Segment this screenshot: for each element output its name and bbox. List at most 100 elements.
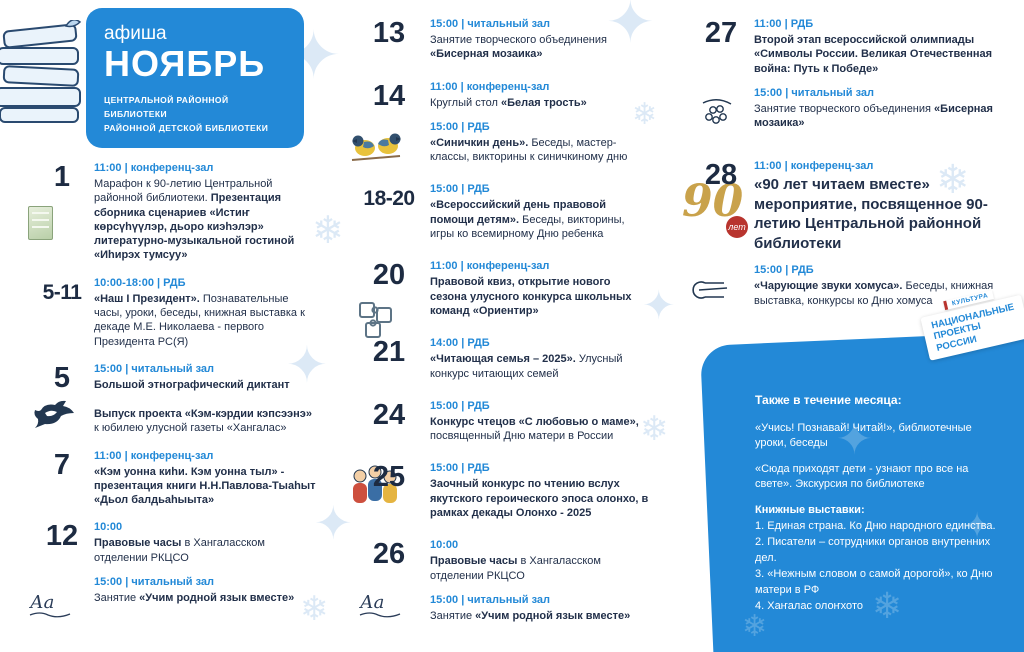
khomus-icon xyxy=(692,281,728,299)
event-entry: 10:00-18:00 | РДБ «Наш I Президент». Поз… xyxy=(94,277,316,349)
event-item: 18-20 15:00 | РДБ «Всероссийский день пр… xyxy=(348,183,650,241)
event-item: 26 10:00 Правовые часы в Хангаласском от… xyxy=(348,539,650,623)
event-item: 12 10:00 Правовые часы в Хангаласском от… xyxy=(30,521,316,605)
event-time-location: 11:00 | РДБ xyxy=(754,18,814,30)
snowflake-decor: ❄ xyxy=(742,610,768,643)
event-item: 1 11:00 | конференц-зал Марафон к 90-лет… xyxy=(30,162,316,263)
sparkle-decor: ✦ xyxy=(642,284,676,328)
poster-subtitle-1: ЦЕНТРАЛЬНОЙ РАЙОННОЙ БИБЛИОТЕКИ xyxy=(104,94,229,119)
event-description: «Синичкин день». Беседы, мастер-классы, … xyxy=(430,136,628,164)
event-entry: 15:00 | РДБ «Синичкин день». Беседы, мас… xyxy=(430,121,650,165)
snowflake-decor: ❄ xyxy=(300,590,329,628)
event-item: 24 15:00 | РДБ Конкурс чтецов «С любовью… xyxy=(348,400,650,444)
event-date: 25 xyxy=(372,461,406,494)
event-entry: 11:00 | конференц-зал «90 лет читаем вме… xyxy=(754,160,1020,253)
event-date: 5 xyxy=(53,361,71,394)
book-cover-thumbnail xyxy=(28,206,53,240)
children-icon xyxy=(353,465,397,503)
event-date: 21 xyxy=(372,336,406,369)
event-date: 14 xyxy=(372,79,406,112)
event-time-location: 10:00 xyxy=(430,539,459,552)
snowflake-decor: ❄ xyxy=(936,158,970,202)
event-time-location: 14:00 | РДБ xyxy=(430,337,490,350)
event-entry: 15:00 | читальный зал Занятие творческог… xyxy=(754,87,1020,131)
book-exhibitions-title: Книжные выставки: xyxy=(755,503,865,516)
event-entry: 15:00 | РДБ Заочный конкурс по чтению вс… xyxy=(430,462,650,520)
event-description: «Читающая семья – 2025». Улусный конкурс… xyxy=(430,353,623,380)
event-date: 13 xyxy=(372,17,406,49)
event-entry: 15:00 | РДБ «Всероссийский день правовой… xyxy=(430,183,650,241)
event-item: Выпуск проекта «Кэм-кэрдии кэпсээнэ» к ю… xyxy=(30,407,316,436)
event-entry: 14:00 | РДБ «Читающая семья – 2025». Улу… xyxy=(430,337,650,381)
snowflake-decor: ❄ xyxy=(632,98,658,131)
dove-icon xyxy=(34,400,74,428)
event-entry: 11:00 | конференц-зал «Кэм уонна киһи. К… xyxy=(94,450,316,508)
event-item: 7 11:00 | конференц-зал «Кэм уонна киһи.… xyxy=(30,450,316,508)
event-time-location: 10:00 xyxy=(94,521,123,534)
event-time-location: 11:00 | конференц-зал xyxy=(94,449,214,462)
event-description: «Наш I Президент». Познавательные часы, … xyxy=(94,292,305,348)
event-entries: 10:00 Правовые часы в Хангаласском отдел… xyxy=(430,539,650,623)
svg-text:Аа: Аа xyxy=(358,592,384,613)
event-entries: 11:00 | РДБ Второй этап всероссийской ол… xyxy=(754,18,1020,130)
event-date xyxy=(30,407,94,436)
header-box: афиша НОЯБРЬ ЦЕНТРАЛЬНОЙ РАЙОННОЙ БИБЛИО… xyxy=(86,8,304,148)
event-description: Занятие «Учим родной язык вместе» xyxy=(430,609,631,622)
event-description: Марафон к 90-летию Центральной районной … xyxy=(94,178,295,262)
event-time-location: 15:00 | читальный зал xyxy=(94,576,215,589)
event-entries: 15:00 | РДБ Конкурс чтецов «С любовью о … xyxy=(430,400,650,444)
exhibition-item: 2. Писатели – сотрудники органов внутрен… xyxy=(755,536,991,565)
event-time-location: 15:00 | РДБ xyxy=(430,462,490,475)
event-date: 27 xyxy=(704,17,738,49)
event-description: «90 лет читаем вместе» мероприятие, посв… xyxy=(754,176,988,252)
event-entries: 14:00 | РДБ «Читающая семья – 2025». Улу… xyxy=(430,337,650,381)
event-time-location: 15:00 | РДБ xyxy=(430,183,490,196)
event-date: 20 xyxy=(372,259,406,292)
event-description: Занятие творческого объединения «Бисерна… xyxy=(754,102,993,130)
poster-eyebrow: афиша xyxy=(104,23,167,44)
90-years-logo: 90 лет xyxy=(682,180,748,238)
event-entry: 10:00 Правовые часы в Хангаласском отдел… xyxy=(430,539,650,583)
event-entries: 10:00-18:00 | РДБ «Наш I Президент». Поз… xyxy=(94,277,316,349)
svg-text:Аа: Аа xyxy=(28,592,54,613)
event-date: 26 xyxy=(372,538,406,571)
event-entry: 15:00 | читальный зал Большой этнографич… xyxy=(94,363,316,392)
event-entry: 11:00 | конференц-зал Круглый стол «Бела… xyxy=(430,81,650,110)
exhibition-item: 4. Хаҥалас олоҥхото xyxy=(755,600,863,613)
event-entries: 15:00 | читальный зал Занятие творческог… xyxy=(430,18,650,62)
event-time-location: 15:00 | читальный зал xyxy=(94,362,215,375)
snowflake-decor: ❄ xyxy=(872,585,903,626)
monthly-panel: Также в течение месяца: «Учись! Познавай… xyxy=(755,392,1003,615)
event-entry: 10:00 Правовые часы в Хангаласском отдел… xyxy=(94,521,316,565)
event-entries: 11:00 | конференц-зал Марафон к 90-летию… xyxy=(94,162,316,263)
event-time-location: 15:00 | читальный зал xyxy=(754,86,875,99)
poster-subtitle-2: РАЙОННОЙ ДЕТСКОЙ БИБЛИОТЕКИ xyxy=(104,122,269,133)
event-item: 13 15:00 | читальный зал Занятие творчес… xyxy=(348,18,650,62)
birds-icon xyxy=(351,133,401,161)
event-item: 14 11:00 | конференц-зал Круглый стол «Б… xyxy=(348,81,650,165)
sparkle-decor: ✦ xyxy=(606,0,655,55)
event-item: 28 11:00 | конференц-зал «90 лет читаем … xyxy=(688,160,1020,308)
event-description: Второй этап всероссийской олимпиады «Сим… xyxy=(754,34,993,75)
event-entry: 11:00 | РДБ Второй этап всероссийской ол… xyxy=(754,18,1020,76)
sparkle-decor: ✦ xyxy=(286,337,328,393)
sparkle-decor: ✦ xyxy=(314,497,353,549)
event-item: 21 14:00 | РДБ «Читающая семья – 2025». … xyxy=(348,337,650,381)
event-time-location: 11:00 | конференц-зал xyxy=(430,260,550,273)
event-entries: 15:00 | РДБ Заочный конкурс по чтению вс… xyxy=(430,462,650,520)
event-date: 7 xyxy=(53,448,71,481)
event-entries: 11:00 | конференц-зал «Кэм уонна киһи. К… xyxy=(94,450,316,508)
event-description: Круглый стол «Белая трость» xyxy=(430,96,587,109)
event-time-location: 10:00-18:00 | РДБ xyxy=(94,276,186,289)
event-entries: 15:00 | читальный зал Большой этнографич… xyxy=(94,363,316,393)
monthly-item: «Учись! Познавай! Читай!», библиотечные … xyxy=(755,422,972,450)
events-column-left: 1 11:00 | конференц-зал Марафон к 90-лет… xyxy=(30,162,316,619)
beads-icon xyxy=(702,99,732,124)
event-date: 24 xyxy=(372,398,406,431)
event-entries: 10:00 Правовые часы в Хангаласском отдел… xyxy=(94,521,316,605)
event-entry: Выпуск проекта «Кэм-кэрдии кэпсээнэ» к ю… xyxy=(94,407,316,436)
event-description: Выпуск проекта «Кэм-кэрдии кэпсээнэ» к ю… xyxy=(94,407,312,435)
event-entry: 15:00 | РДБ Конкурс чтецов «С любовью о … xyxy=(430,400,650,444)
event-description: «Кэм уонна киһи. Кэм уонна тыл» - презен… xyxy=(94,465,316,507)
snowflake-decor: ❄ xyxy=(312,210,344,252)
